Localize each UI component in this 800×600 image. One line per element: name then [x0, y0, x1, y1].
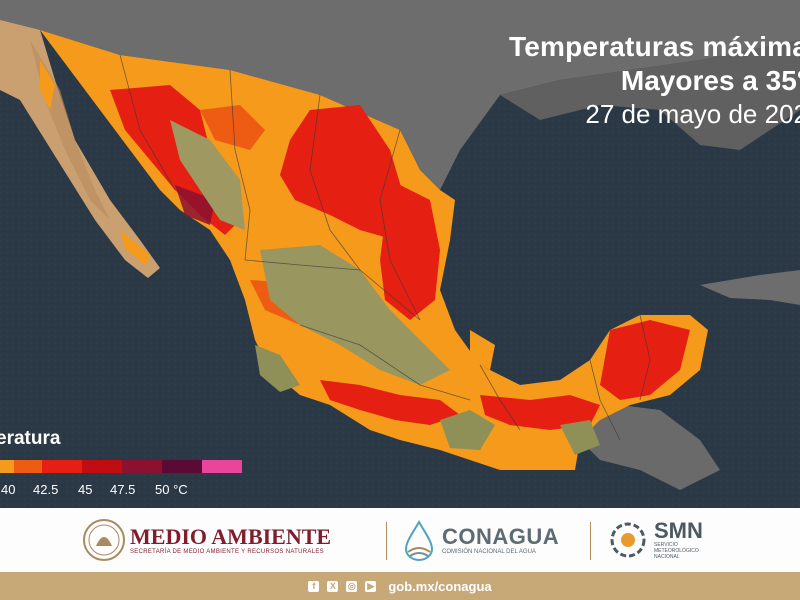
map-title: Temperaturas máxima Mayores a 35° 27 de …	[509, 30, 800, 130]
youtube-icon[interactable]: ▶	[365, 580, 377, 592]
scale-ticks: 40 42.5 45 47.5 50 °C	[0, 482, 210, 500]
cuba-landmass	[700, 270, 800, 305]
legend-title: eratura	[0, 428, 61, 449]
hot-zone-guerrero	[320, 380, 460, 425]
logo-bar: MEDIO AMBIENTE SECRETARÍA DE MEDIO AMBIE…	[0, 508, 800, 572]
tick-label: 50 °C	[155, 482, 188, 497]
conagua-logo: CONAGUA COMISIÓN NACIONAL DEL AGUA	[402, 508, 559, 572]
color-scale	[0, 460, 242, 473]
facebook-icon[interactable]: f	[308, 580, 320, 592]
medio-ambiente-name: MEDIO AMBIENTE	[130, 524, 332, 549]
smn-emblem-icon	[610, 522, 646, 558]
conagua-subtitle: COMISIÓN NACIONAL DEL AGUA	[442, 549, 536, 555]
conagua-name: CONAGUA	[442, 524, 560, 549]
scale-swatch	[162, 460, 202, 473]
water-drop-icon	[404, 520, 434, 561]
cool-zone-sierra	[170, 120, 245, 230]
usa-landmass	[0, 0, 800, 190]
scale-swatch	[122, 460, 162, 473]
tick-label: 40	[1, 482, 16, 497]
hot-zone-yucatan	[600, 320, 690, 400]
scale-swatch	[82, 460, 122, 473]
x-icon[interactable]: X	[327, 580, 339, 592]
title-line-2: Mayores a 35°	[620, 65, 800, 96]
smn-subtitle-3: NACIONAL	[654, 554, 680, 560]
scale-swatch	[42, 460, 82, 473]
smn-name: SMN	[654, 518, 703, 543]
hot-zone-coahuila	[280, 105, 405, 240]
footer-url[interactable]: gob.mx/conagua	[388, 578, 492, 594]
scale-swatch	[14, 460, 42, 473]
instagram-icon[interactable]: ◎	[346, 580, 358, 592]
tick-label: 47.5	[110, 482, 136, 497]
tick-label: 45	[78, 482, 93, 497]
divider	[386, 522, 387, 560]
footer-bar: f X ◎ ▶ gob.mx/conagua	[0, 572, 800, 600]
scale-swatch	[202, 460, 242, 473]
smn-logo: SMN SERVICIO METEOROLÓGICO NACIONAL	[608, 508, 703, 572]
temperature-map	[0, 0, 800, 508]
scale-swatch	[0, 460, 14, 473]
divider	[590, 522, 591, 560]
hot-zone-tabasco	[480, 395, 600, 430]
cool-zone-central	[260, 245, 450, 385]
smn-subtitle-1: SERVICIO	[654, 542, 678, 548]
title-line-1: Temperaturas máxima	[509, 31, 800, 62]
central-america-landmass	[560, 405, 720, 490]
tick-label: 42.5	[33, 482, 59, 497]
title-date: 27 de mayo de 202	[585, 99, 800, 129]
hot-zone-tamaulipas	[380, 180, 440, 320]
medio-ambiente-subtitle: SECRETARÍA DE MEDIO AMBIENTE Y RECURSOS …	[130, 549, 324, 555]
smn-subtitle-2: METEOROLÓGICO	[654, 548, 699, 554]
mexico-seal-icon	[83, 519, 125, 561]
medio-ambiente-logo: MEDIO AMBIENTE SECRETARÍA DE MEDIO AMBIE…	[82, 508, 331, 572]
